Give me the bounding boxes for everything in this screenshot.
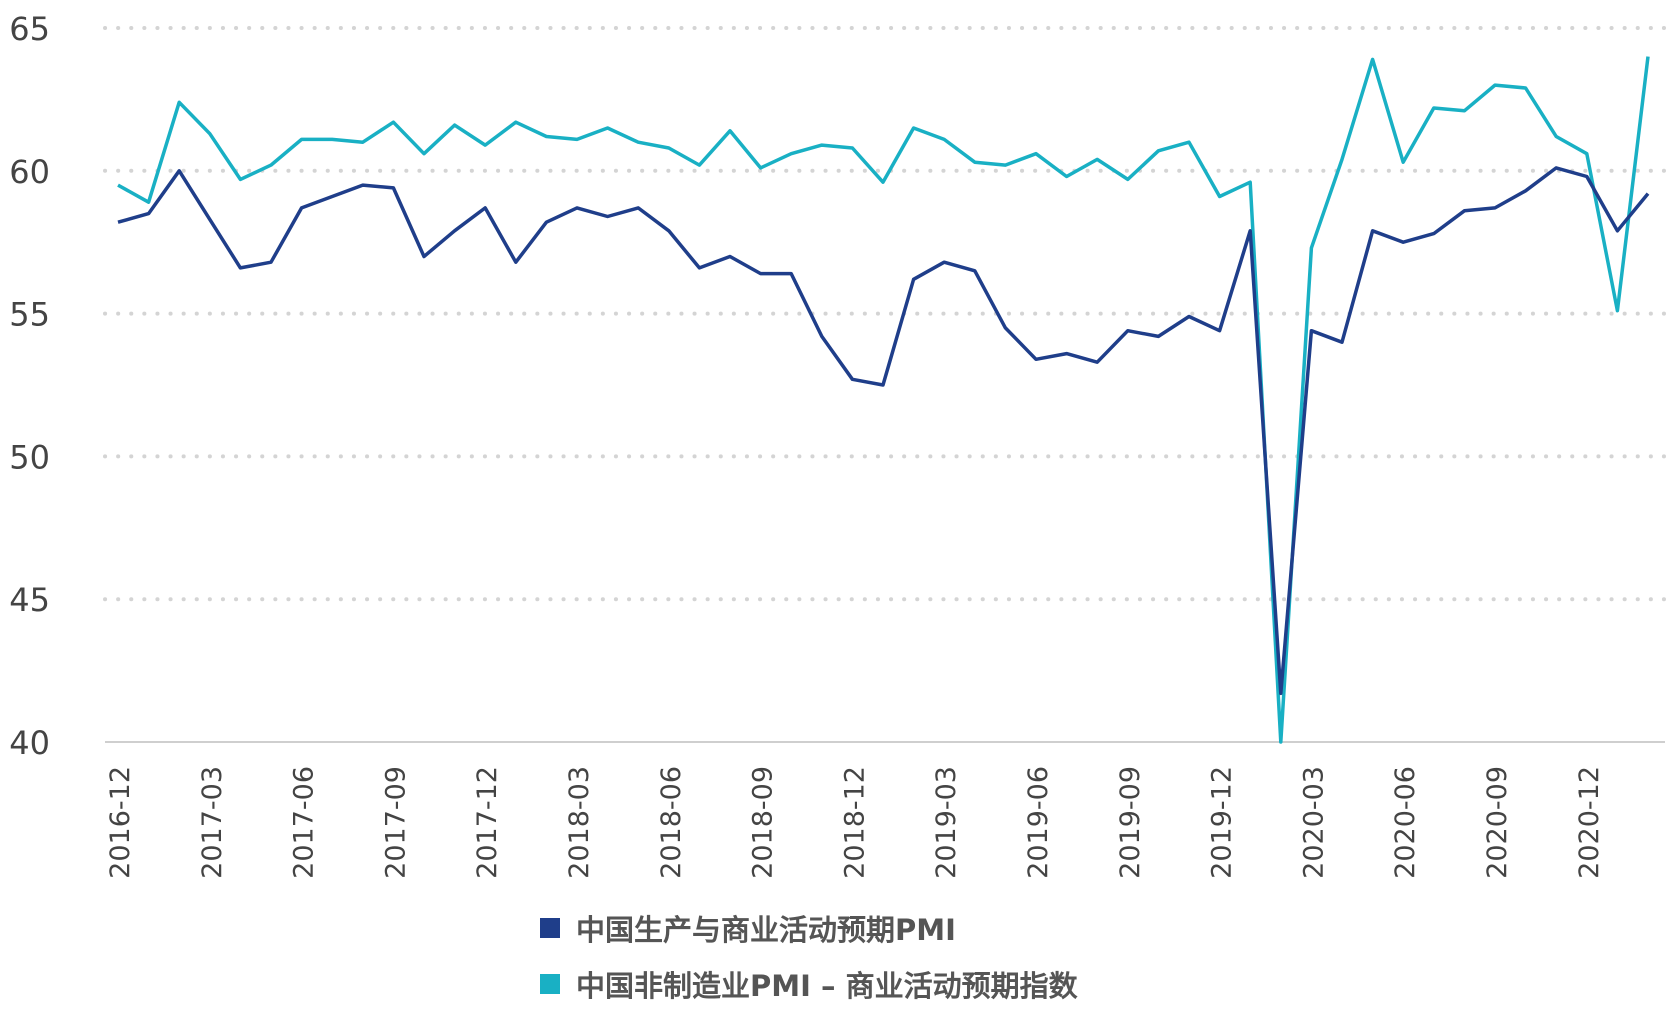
y-axis-ticks: 40 45 50 55 60 65 xyxy=(9,10,50,762)
series-line-2 xyxy=(117,56,1650,744)
x-tick-label: 2020-09 xyxy=(1482,766,1513,879)
gridlines xyxy=(103,26,1667,743)
x-tick-label: 2019-09 xyxy=(1115,766,1146,879)
legend-item-series-2: 中国非制造业PMI – 商业活动预期指数 xyxy=(540,956,1078,1012)
y-tick-label: 50 xyxy=(9,438,50,476)
x-tick-label: 2017-09 xyxy=(380,766,411,879)
legend: 中国生产与商业活动预期PMI 中国非制造业PMI – 商业活动预期指数 xyxy=(540,900,1078,1012)
x-tick-label: 2020-06 xyxy=(1390,766,1421,879)
x-tick-label: 2019-12 xyxy=(1207,766,1238,879)
x-tick-label: 2018-09 xyxy=(748,766,779,879)
x-tick-label: 2018-06 xyxy=(656,766,687,879)
legend-swatch-series-2 xyxy=(540,974,560,994)
legend-label-series-2: 中国非制造业PMI – 商业活动预期指数 xyxy=(576,969,1078,1003)
y-tick-label: 65 xyxy=(9,10,50,48)
x-axis-ticks: 2016-12 2017-03 2017-06 2017-09 2017-12 2018-… xyxy=(105,766,1605,879)
legend-label-series-1: 中国生产与商业活动预期PMI xyxy=(576,913,956,947)
x-tick-label: 2020-12 xyxy=(1574,766,1605,879)
x-tick-label: 2020-03 xyxy=(1298,766,1329,879)
x-tick-label: 2017-03 xyxy=(197,766,228,879)
y-tick-label: 45 xyxy=(9,581,50,619)
x-tick-label: 2019-06 xyxy=(1023,766,1054,879)
x-tick-label: 2017-06 xyxy=(289,766,320,879)
series-line-1 xyxy=(117,166,1650,696)
series-lines xyxy=(117,56,1650,744)
y-tick-label: 55 xyxy=(9,296,50,334)
x-tick-label: 2018-03 xyxy=(564,766,595,879)
x-tick-label: 2019-03 xyxy=(931,766,962,879)
legend-item-series-1: 中国生产与商业活动预期PMI xyxy=(540,900,1078,956)
y-tick-label: 40 xyxy=(9,724,50,762)
y-tick-label: 60 xyxy=(9,153,50,191)
x-tick-label: 2016-12 xyxy=(105,766,136,879)
x-tick-label: 2017-12 xyxy=(472,766,503,879)
legend-swatch-series-1 xyxy=(540,918,560,938)
x-tick-label: 2018-12 xyxy=(839,766,870,879)
